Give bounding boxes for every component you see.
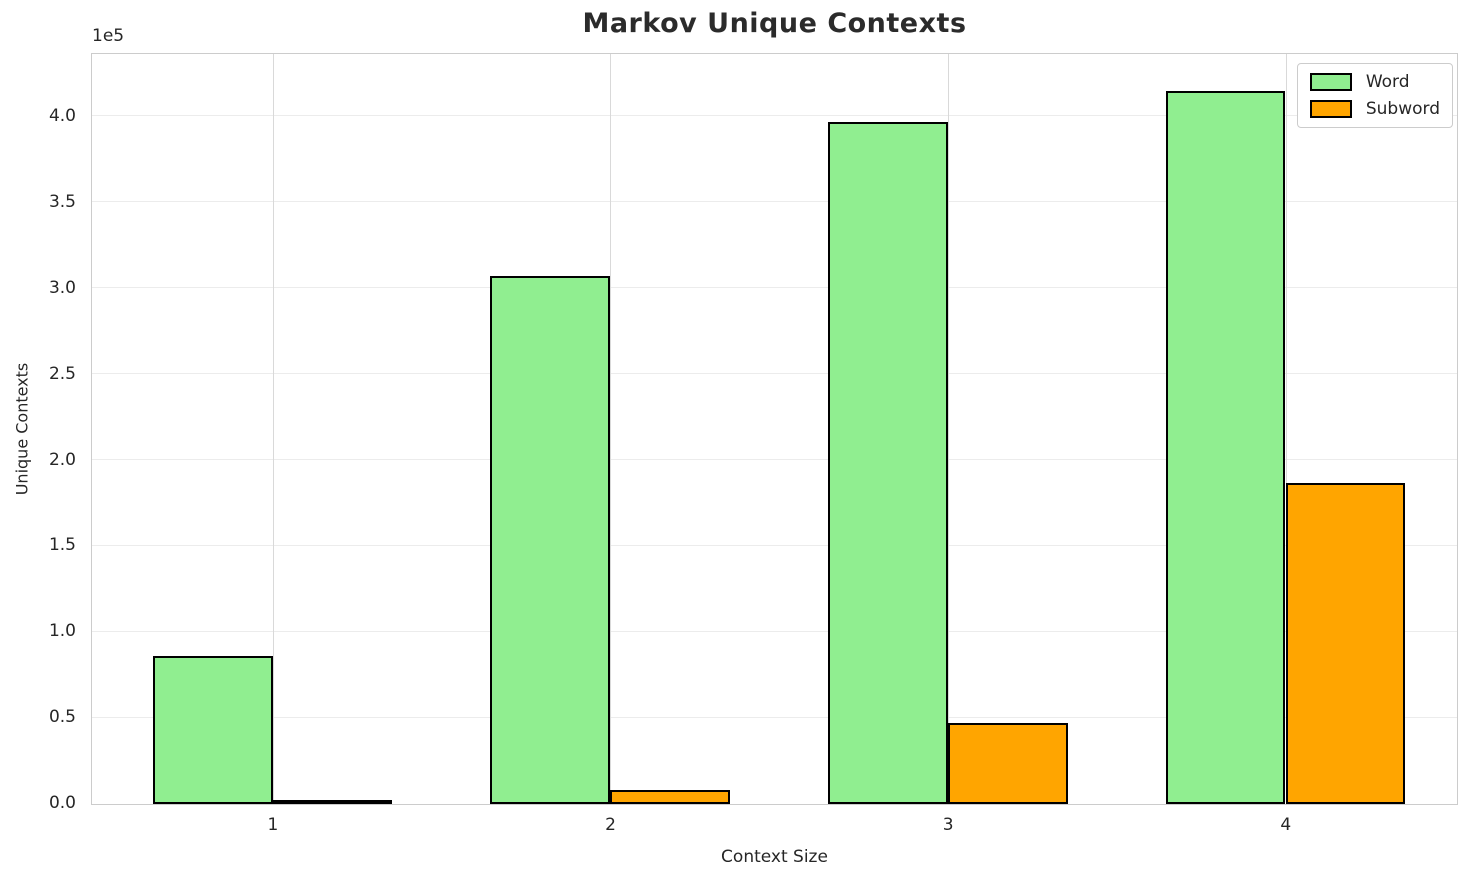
subword-swatch-icon <box>1309 100 1352 119</box>
x-tick-label: 4 <box>1280 815 1292 835</box>
chart-title: Markov Unique Contexts <box>582 8 967 39</box>
legend: Word Subword <box>1296 63 1453 129</box>
y-tick-label: 1.0 <box>48 621 76 642</box>
legend-item-subword: Subword <box>1309 98 1440 119</box>
bar-subword-2 <box>610 790 731 804</box>
bar-word-3 <box>828 121 948 804</box>
x-tick-label: 1 <box>267 815 279 835</box>
bar-word-1 <box>152 656 273 804</box>
y-tick-label: 2.5 <box>48 363 76 384</box>
h-gridline <box>92 717 1457 719</box>
y-tick-label: 0.0 <box>48 793 76 814</box>
x-tick-label: 3 <box>942 815 954 835</box>
h-gridline <box>92 115 1457 117</box>
h-gridline <box>92 373 1457 375</box>
y-tick-label: 3.5 <box>48 191 76 212</box>
v-gridline <box>947 54 949 804</box>
v-gridline <box>272 54 274 804</box>
y-tick-label: 0.5 <box>48 707 76 728</box>
bar-subword-3 <box>947 723 1068 804</box>
word-swatch-icon <box>1309 73 1352 92</box>
h-gridline <box>92 459 1457 461</box>
h-gridline <box>92 545 1457 547</box>
y-axis-offset-label: 1e5 <box>92 26 125 46</box>
h-gridline <box>92 631 1457 633</box>
legend-item-word: Word <box>1309 72 1440 92</box>
bar-word-4 <box>1165 90 1286 804</box>
y-tick-label: 3.0 <box>48 277 76 298</box>
legend-label-subword: Subword <box>1365 98 1440 119</box>
h-gridline <box>92 201 1457 203</box>
v-gridline <box>610 54 612 804</box>
y-tick-label: 1.5 <box>48 535 76 556</box>
v-gridline <box>1285 54 1287 804</box>
x-tick-label: 2 <box>605 815 616 835</box>
plot-area: Word Subword <box>91 53 1458 805</box>
x-axis-label: Context Size <box>721 847 828 867</box>
bar-subword-1 <box>272 800 393 804</box>
bar-subword-4 <box>1285 482 1406 804</box>
y-tick-label: 4.0 <box>48 105 76 126</box>
h-gridline <box>92 287 1457 289</box>
bar-word-2 <box>490 276 611 804</box>
y-tick-label: 2.0 <box>48 449 76 470</box>
legend-label-word: Word <box>1365 72 1410 92</box>
